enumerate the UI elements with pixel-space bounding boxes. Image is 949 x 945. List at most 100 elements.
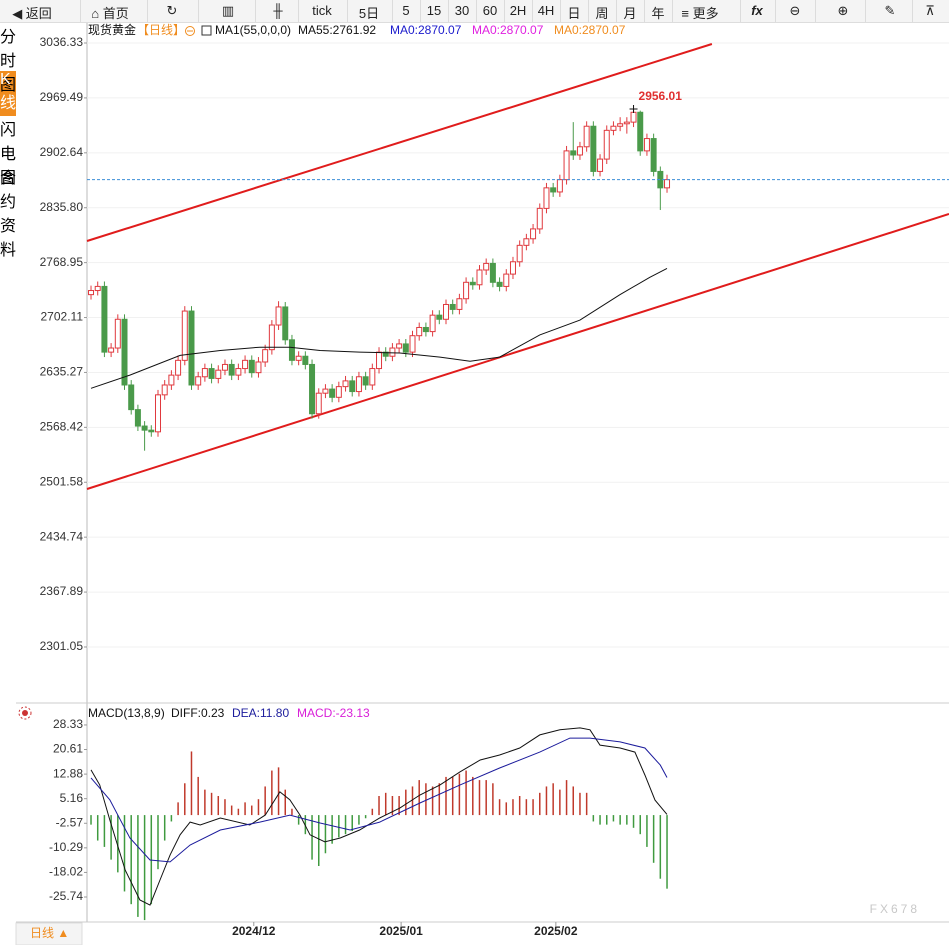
separator — [740, 0, 741, 22]
candle-body — [329, 388, 336, 398]
period-selector[interactable]: 日线 ▲ — [30, 926, 69, 940]
separator — [815, 0, 816, 22]
separator — [775, 0, 776, 22]
period-button[interactable]: 年 — [651, 6, 665, 21]
line — [90, 267, 668, 389]
x-tick-label: 2025/01 — [379, 924, 423, 938]
separator — [560, 0, 561, 22]
refresh-button[interactable]: ↻ — [166, 3, 178, 18]
candle-body — [550, 187, 557, 193]
legend-item: MA55:2761.92 — [298, 23, 376, 37]
candle-body — [114, 318, 121, 349]
candle-body — [148, 429, 155, 433]
separator — [347, 0, 348, 22]
separator — [616, 0, 617, 22]
more-label: 更多 — [692, 6, 719, 21]
period-button[interactable]: 5日 — [358, 6, 380, 21]
period-button[interactable]: 5 — [402, 3, 410, 18]
legend-item: MA0:2870.07 — [472, 23, 544, 37]
candle-body — [617, 123, 624, 127]
side-tab[interactable]: 分时图 — [0, 29, 17, 94]
candle-body — [456, 298, 463, 310]
separator — [255, 0, 256, 22]
settings-dot — [22, 710, 28, 716]
period-button[interactable]: 15 — [426, 3, 442, 18]
candle-body — [168, 374, 175, 386]
candle-body — [422, 326, 429, 333]
candle-body — [489, 262, 496, 283]
candle-body — [623, 121, 630, 125]
candle-body — [503, 273, 510, 287]
candle-body — [597, 158, 604, 172]
draw-button[interactable]: ✎ — [884, 3, 896, 18]
candle-body — [208, 368, 215, 379]
candle-body — [509, 261, 516, 275]
candle-body — [476, 269, 483, 286]
candle-body — [442, 303, 449, 320]
high-label: 2956.01 — [639, 89, 683, 103]
period-box[interactable] — [15, 922, 83, 945]
period-button[interactable]: 周 — [595, 6, 609, 21]
line — [86, 43, 713, 242]
candle-body — [349, 380, 356, 393]
legend-item: MA1(55,0,0,0) — [215, 23, 291, 37]
indicator-icon[interactable] — [201, 25, 212, 36]
period-button[interactable]: 月 — [623, 6, 637, 21]
candle-body — [449, 303, 456, 310]
y-tick-label: 2367.89 — [40, 584, 84, 598]
y-tick-label: 2835.80 — [40, 200, 84, 214]
line — [86, 213, 949, 490]
y-tick-label: 2969.49 — [40, 90, 84, 104]
period-button[interactable]: 2H — [509, 3, 527, 18]
candle-body — [141, 425, 148, 431]
legend-item: MACD(13,8,9) — [88, 706, 165, 720]
candle-body — [523, 238, 530, 246]
period-button[interactable]: 日 — [567, 6, 581, 21]
candle-body — [255, 361, 262, 374]
candle-body — [342, 380, 349, 388]
candle-body — [302, 355, 309, 365]
settings-icon[interactable] — [18, 706, 32, 720]
side-tab[interactable]: 闪电图 — [0, 122, 17, 187]
line — [90, 737, 668, 863]
candle-body — [570, 150, 577, 156]
candle-body — [516, 244, 523, 263]
home-button[interactable]: ⌂ 首页 — [91, 6, 129, 21]
watermark: FX678 — [870, 902, 920, 916]
overlay-button[interactable]: ⊼ — [925, 3, 935, 18]
candle-body — [175, 359, 182, 376]
separator — [532, 0, 533, 22]
side-tab[interactable]: K线图 — [0, 71, 17, 136]
separator — [147, 0, 148, 22]
back-label: 返回 — [25, 6, 52, 21]
y-tick-label: 3036.33 — [40, 35, 84, 49]
separator — [504, 0, 505, 22]
candle-body — [228, 363, 235, 376]
candle-body — [235, 368, 242, 376]
zoom-out-button[interactable]: ⊖ — [789, 3, 801, 18]
bar-chart-button[interactable]: ▥ — [221, 3, 235, 18]
y-tick-label: 2301.05 — [40, 639, 84, 653]
candle-body — [121, 318, 128, 386]
side-tab[interactable]: 合约资料 — [0, 170, 17, 259]
period-button[interactable]: 60 — [482, 3, 498, 18]
candle-body — [322, 388, 329, 394]
collapse-icon[interactable] — [185, 26, 195, 36]
candle-button[interactable]: ╫ — [273, 3, 283, 18]
y-tick-label: 2501.58 — [40, 474, 84, 488]
y-tick-label: 20.61 — [53, 742, 83, 756]
candle-body — [563, 150, 570, 181]
legend-item: 现货黄金 — [88, 22, 136, 37]
candle-body — [429, 314, 436, 333]
period-button[interactable]: 4H — [537, 3, 555, 18]
period-button[interactable]: 30 — [454, 3, 470, 18]
candle-body — [556, 179, 563, 193]
y-tick-label: -25.74 — [49, 889, 83, 903]
more-button[interactable]: ≡ 更多 — [681, 6, 719, 21]
formula-button[interactable]: fx — [751, 3, 763, 18]
zoom-in-button[interactable]: ⊕ — [837, 3, 849, 18]
back-button[interactable]: ◀ 返回 — [12, 6, 52, 21]
separator — [80, 0, 81, 22]
separator — [420, 0, 421, 22]
period-button[interactable]: tick — [312, 3, 332, 18]
